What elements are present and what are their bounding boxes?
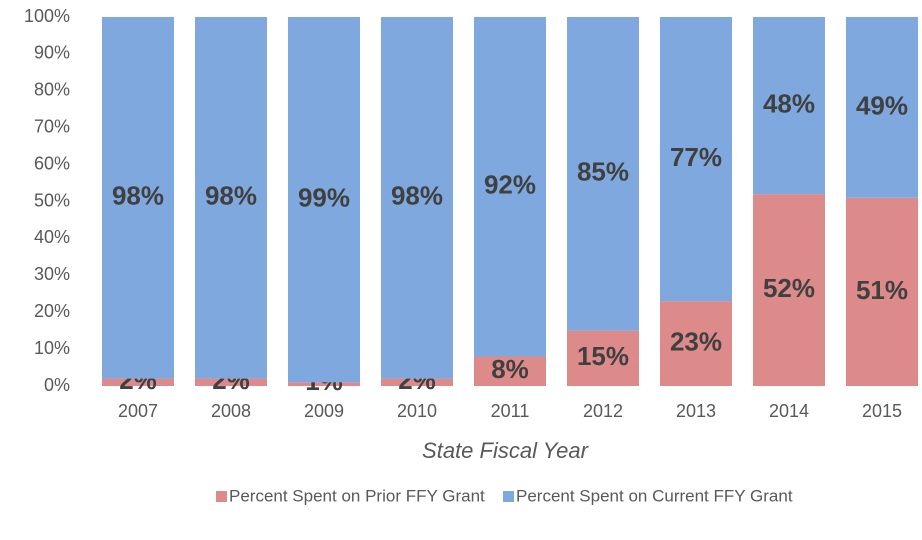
- x-axis-title: State Fiscal Year: [422, 438, 590, 463]
- bar-segment: [195, 17, 267, 379]
- bar-segment: [753, 194, 825, 386]
- bar-segment: [381, 17, 453, 379]
- y-tick-label: 90%: [34, 43, 70, 63]
- data-label: 98%: [112, 181, 164, 211]
- y-tick-label: 30%: [34, 264, 70, 284]
- legend-label: Percent Spent on Current FFY Grant: [516, 486, 793, 505]
- bar-segment: [753, 17, 825, 195]
- bar-segment: [288, 382, 360, 386]
- x-tick-label: 2009: [304, 401, 344, 421]
- data-label: 77%: [670, 142, 722, 172]
- x-tick-label: 2007: [118, 401, 158, 421]
- bar-segment: [102, 17, 174, 379]
- bar-segment: [567, 17, 639, 331]
- y-tick-label: 60%: [34, 153, 70, 173]
- x-tick-label: 2010: [397, 401, 437, 421]
- legend-label: Percent Spent on Prior FFY Grant: [229, 486, 485, 505]
- x-tick-label: 2013: [676, 401, 716, 421]
- x-tick-label: 2015: [862, 401, 902, 421]
- y-tick-label: 40%: [34, 227, 70, 247]
- y-tick-label: 80%: [34, 80, 70, 100]
- y-tick-label: 100%: [24, 6, 70, 26]
- legend-swatch: [503, 491, 514, 502]
- data-label: 98%: [205, 181, 257, 211]
- data-label: 8%: [491, 354, 529, 384]
- x-tick-label: 2014: [769, 401, 809, 421]
- data-label: 23%: [670, 326, 722, 356]
- y-tick-label: 50%: [34, 190, 70, 210]
- y-tick-label: 0%: [44, 375, 70, 395]
- bar-segment: [288, 17, 360, 383]
- data-label: 98%: [391, 181, 443, 211]
- data-label: 48%: [763, 88, 815, 118]
- bar-segment: [381, 378, 453, 386]
- bar-segment: [474, 17, 546, 357]
- bar-segment: [567, 330, 639, 386]
- bar-segment: [846, 17, 918, 198]
- bar-segment: [474, 356, 546, 386]
- y-tick-label: 20%: [34, 301, 70, 321]
- y-tick-label: 70%: [34, 116, 70, 136]
- x-tick-label: 2012: [583, 401, 623, 421]
- bar-segment: [660, 301, 732, 386]
- data-label: 92%: [484, 170, 536, 200]
- bar-segment: [846, 197, 918, 386]
- data-label: 99%: [298, 183, 350, 213]
- bar-segment: [195, 378, 267, 386]
- data-label: 52%: [763, 273, 815, 303]
- legend-swatch: [216, 491, 227, 502]
- data-label: 49%: [856, 90, 908, 120]
- x-tick-label: 2011: [491, 401, 530, 421]
- x-tick-label: 2008: [211, 401, 251, 421]
- y-tick-label: 10%: [34, 338, 70, 358]
- data-label: 85%: [577, 157, 629, 187]
- bar-segment: [660, 17, 732, 302]
- data-label: 15%: [577, 341, 629, 371]
- bar-segment: [102, 378, 174, 386]
- data-label: 51%: [856, 275, 908, 305]
